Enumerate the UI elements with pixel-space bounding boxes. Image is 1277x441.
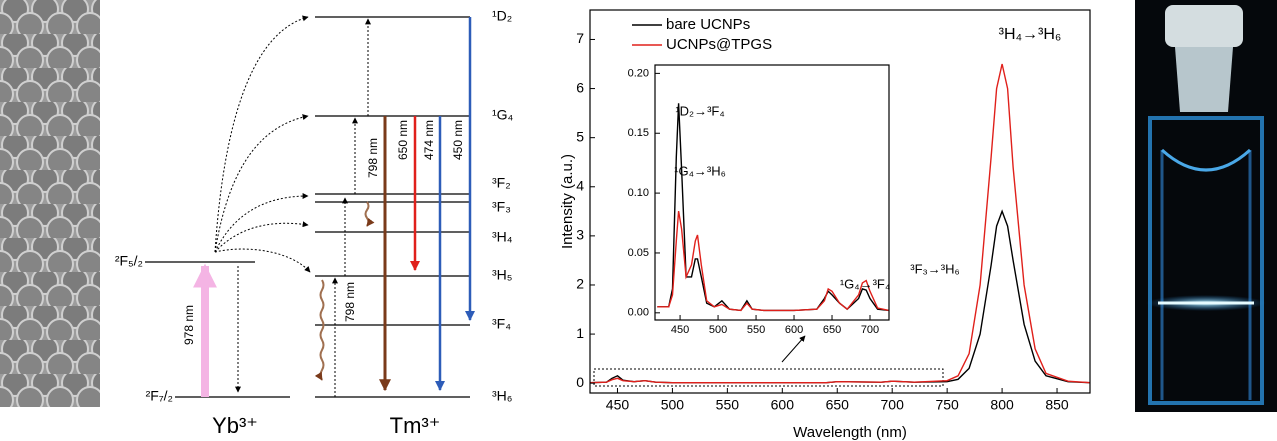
y-tick-label: 1 (576, 325, 584, 341)
annotation: ³F₃→³H₆ (910, 261, 960, 276)
transition-label: 650 nm (396, 120, 410, 160)
zoom-arrow (781, 335, 806, 363)
level-label: ³H₆ (492, 388, 512, 404)
arrow (314, 279, 325, 381)
x-tick-label: 450 (671, 324, 689, 336)
tem-image (0, 0, 100, 407)
y-tick-label: 3 (576, 227, 584, 243)
y-tick-label: 4 (576, 177, 584, 193)
level-label: ³F₃ (492, 199, 511, 215)
arrow (214, 193, 309, 253)
y-tick-label: 0.20 (628, 67, 649, 79)
level-label: ¹D₂ (492, 8, 512, 24)
y-tick-label: 0.05 (628, 247, 649, 259)
y-tick-label: 5 (576, 128, 584, 144)
transition-label: 798 nm (343, 282, 357, 322)
y-tick-label: 0.00 (628, 307, 649, 319)
x-tick-label: 650 (823, 324, 841, 336)
x-tick-label: 600 (771, 396, 795, 412)
x-tick-label: 850 (1045, 396, 1069, 412)
x-tick-label: 700 (861, 324, 879, 336)
inset-background (655, 65, 889, 320)
annotation: ¹G₄→³F₄ (840, 276, 890, 291)
cuvette-photo (1135, 0, 1277, 412)
x-tick-label: 550 (716, 396, 740, 412)
arrow (364, 201, 375, 227)
legend-label: bare UCNPs (666, 16, 750, 33)
level-label: ³F₄ (492, 316, 511, 332)
x-tick-label: 800 (990, 396, 1014, 412)
level-label: ³F₂ (492, 175, 511, 191)
level-label: ²F₇/₂ (146, 388, 173, 404)
spectrum-line (657, 210, 890, 312)
ion-label: Yb³⁺ (212, 413, 258, 438)
x-tick-label: 500 (709, 324, 727, 336)
annotation: ¹G₄→³H₆ (674, 163, 726, 178)
x-axis-label: Wavelength (nm) (793, 424, 907, 441)
arrow (214, 15, 309, 253)
x-tick-label: 650 (826, 396, 850, 412)
plot-frame (589, 9, 1091, 394)
zoom-box (593, 368, 944, 387)
annotation: ³H₄→³H₆ (999, 26, 1062, 43)
arrow (214, 114, 309, 253)
transition-label: 474 nm (422, 120, 436, 160)
legend-label: UCNPs@TPGS (666, 36, 772, 53)
plot-frame (654, 64, 890, 321)
transition-label: 450 nm (451, 120, 465, 160)
transition-label: 798 nm (366, 138, 380, 178)
level-label: ³H₄ (492, 229, 513, 245)
y-tick-label: 2 (576, 276, 584, 292)
y-tick-label: 0.15 (628, 127, 649, 139)
x-tick-label: 700 (881, 396, 905, 412)
x-tick-label: 750 (935, 396, 959, 412)
spectrum-line (589, 63, 1091, 384)
x-tick-label: 500 (661, 396, 685, 412)
x-tick-label: 550 (747, 324, 765, 336)
y-tick-label: 7 (576, 30, 584, 46)
y-tick-label: 0.10 (628, 187, 649, 199)
level-label: ¹G₄ (492, 107, 514, 123)
y-tick-label: 0 (576, 374, 584, 390)
level-label: ²F₅/₂ (115, 253, 143, 269)
transition-label: 978 nm (182, 305, 196, 345)
arrow (214, 221, 309, 253)
y-tick-label: 6 (576, 79, 584, 95)
annotation: ¹D₂→³F₄ (675, 103, 724, 118)
y-axis-label: Intensity (a.u.) (559, 154, 576, 249)
spectrum-line (657, 103, 890, 312)
x-tick-label: 450 (606, 396, 630, 412)
x-tick-label: 600 (785, 324, 803, 336)
ion-label: Tm³⁺ (390, 413, 441, 438)
energy-diagram: ²F₅/₂ ²F₇/₂ ¹D₂ ¹G₄ ³F₂ ³F₃ ³H₄ ³H₅ ³F₄ … (115, 8, 514, 438)
level-label: ³H₅ (492, 267, 512, 283)
arrow (214, 248, 311, 273)
spectrum-charts: 450 500 550 600 650 700 750 800 850 0 1 2 3 4 5 6 7 Wavel… (559, 9, 1091, 441)
